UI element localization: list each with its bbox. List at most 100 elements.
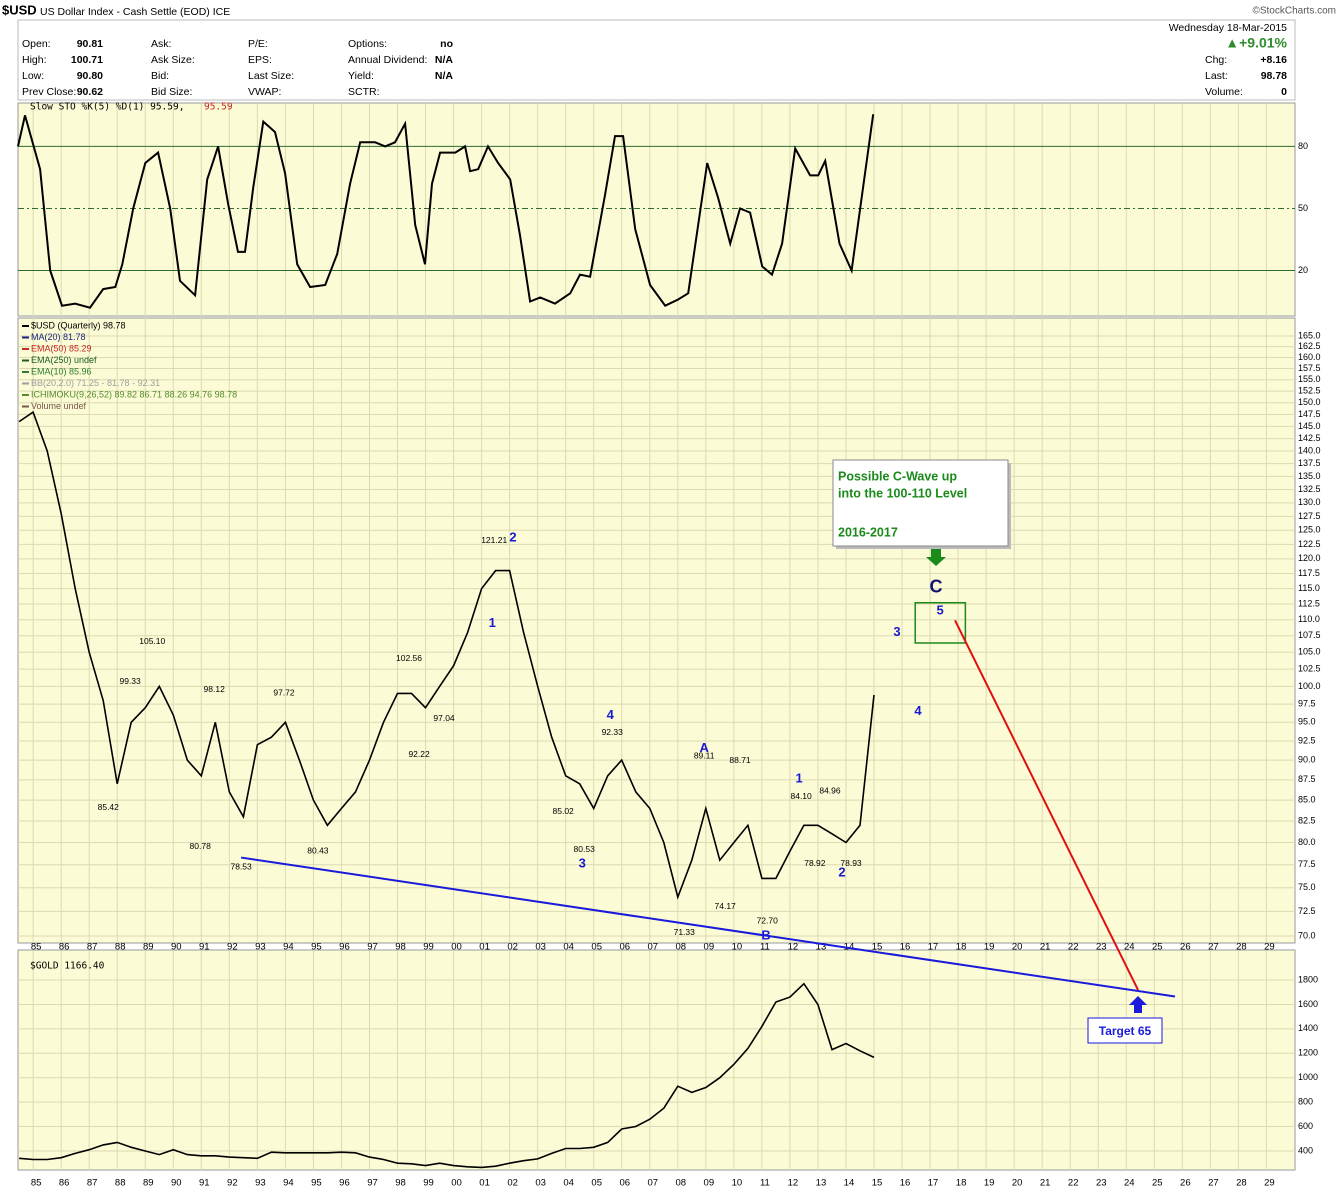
x-tick-label: 97: [367, 1178, 378, 1189]
x-tick-label: 23: [1096, 942, 1107, 953]
instrument-name: US Dollar Index - Cash Settle (EOD) ICE: [40, 6, 230, 18]
price-label: 80.43: [307, 846, 329, 856]
field-label: Bid Size:: [151, 86, 192, 98]
wave-label: 2: [509, 530, 516, 545]
y-tick-label: 142.5: [1298, 433, 1321, 443]
wave-label: 1: [796, 770, 803, 785]
x-tick-label: 93: [255, 942, 266, 953]
field-value: 100.71: [71, 54, 103, 66]
x-tick-label: 26: [1180, 1178, 1191, 1189]
y-tick-label: 157.5: [1298, 363, 1321, 373]
x-tick-label: 93: [255, 1178, 266, 1189]
x-tick-label: 29: [1264, 942, 1275, 953]
x-tick-label: 99: [423, 1178, 434, 1189]
y-tick-label: 75.0: [1298, 882, 1316, 892]
x-tick-label: 26: [1180, 942, 1191, 953]
x-tick-label: 21: [1040, 942, 1051, 953]
y-tick-label: 50: [1298, 203, 1308, 213]
x-tick-label: 04: [563, 942, 574, 953]
target-label: Target 65: [1099, 1024, 1152, 1038]
legend-label: EMA(10) 85.96: [31, 366, 92, 376]
y-tick-label: 800: [1298, 1096, 1313, 1106]
y-tick-label: 110.0: [1298, 614, 1320, 624]
y-tick-label: 117.5: [1298, 568, 1320, 578]
x-tick-label: 04: [563, 1178, 574, 1189]
field-label: Chg:: [1205, 54, 1227, 66]
x-tick-label: 19: [984, 942, 995, 953]
field-value: N/A: [435, 70, 454, 82]
field-value: 90.62: [77, 86, 103, 98]
legend-label: $USD (Quarterly) 98.78: [31, 320, 126, 330]
y-tick-label: 162.5: [1298, 341, 1321, 351]
price-label: 85.42: [98, 802, 120, 812]
panel: [17, 317, 1296, 944]
price-label: 88.71: [729, 755, 751, 765]
x-tick-label: 22: [1068, 1178, 1079, 1189]
target-box: [1087, 1017, 1163, 1044]
y-tick-label: 90.0: [1298, 754, 1316, 764]
x-tick-label: 96: [339, 942, 350, 953]
legend-label: BB(20,2.0) 71.25 - 81.78 - 92.31: [31, 378, 160, 388]
field-label: Open:: [22, 38, 51, 50]
wave-label: 4: [914, 703, 922, 718]
x-tick-label: 09: [704, 1178, 715, 1189]
x-tick-label: 06: [619, 942, 630, 953]
arrow-down: [926, 549, 946, 566]
x-tick-label: 92: [227, 942, 238, 953]
y-tick-label: 135.0: [1298, 471, 1321, 481]
field-value: N/A: [435, 54, 454, 66]
wave-label: 5: [937, 602, 944, 617]
y-tick-label: 1400: [1298, 1023, 1318, 1033]
x-tick-label: 89: [143, 1178, 154, 1189]
panel-label: $GOLD 1166.40: [30, 961, 105, 972]
y-tick-label: 1000: [1298, 1072, 1318, 1082]
x-tick-label: 92: [227, 1178, 238, 1189]
price-label: 85.02: [553, 806, 575, 816]
y-tick-label: 82.5: [1298, 815, 1316, 825]
x-tick-label: 01: [479, 942, 490, 953]
x-tick-label: 87: [87, 1178, 98, 1189]
x-tick-label: 25: [1152, 1178, 1163, 1189]
y-tick-label: 140.0: [1298, 445, 1321, 455]
x-tick-label: 95: [311, 942, 322, 953]
x-tick-label: 11: [760, 1178, 770, 1189]
x-tick-label: 23: [1096, 1178, 1107, 1189]
price-label: 89.11: [694, 750, 715, 760]
wave-label: A: [699, 740, 709, 755]
target-zone: [914, 601, 967, 644]
x-tick-label: 12: [788, 1178, 799, 1189]
y-tick-label: 100.0: [1298, 681, 1321, 691]
wave-label: C: [929, 577, 942, 597]
y-tick-label: 145.0: [1298, 421, 1321, 431]
y-tick-label: 400: [1298, 1145, 1313, 1155]
callout-text: 2016-2017: [838, 525, 898, 539]
callout-box: [832, 459, 1009, 547]
y-tick-label: 112.5: [1298, 598, 1320, 608]
y-tick-label: 160.0: [1298, 352, 1321, 362]
x-tick-label: 06: [619, 1178, 630, 1189]
x-tick-label: 21: [1040, 1178, 1051, 1189]
price-label: 121.21: [481, 535, 507, 545]
y-tick-label: 122.5: [1298, 539, 1321, 549]
series-line: [17, 114, 875, 309]
x-tick-label: 11: [760, 942, 770, 953]
price-label: 74.17: [715, 901, 737, 911]
price-label: 78.93: [840, 858, 862, 868]
x-tick-label: 09: [704, 942, 715, 953]
x-tick-label: 15: [872, 942, 883, 953]
x-tick-label: 94: [283, 1178, 294, 1189]
field-label: VWAP:: [248, 86, 281, 98]
field-label: Volume:: [1205, 86, 1243, 98]
field-label: Last Size:: [248, 70, 294, 82]
y-tick-label: 115.0: [1298, 583, 1320, 593]
x-tick-label: 03: [535, 1178, 546, 1189]
y-tick-label: 1600: [1298, 999, 1318, 1009]
field-value: no: [440, 38, 453, 50]
x-tick-label: 18: [956, 1178, 967, 1189]
x-tick-label: 07: [647, 942, 658, 953]
y-tick-label: 70.0: [1298, 930, 1316, 940]
y-tick-label: 1200: [1298, 1048, 1318, 1058]
legend-label: EMA(50) 85.29: [31, 343, 92, 353]
y-tick-label: 95.0: [1298, 717, 1316, 727]
